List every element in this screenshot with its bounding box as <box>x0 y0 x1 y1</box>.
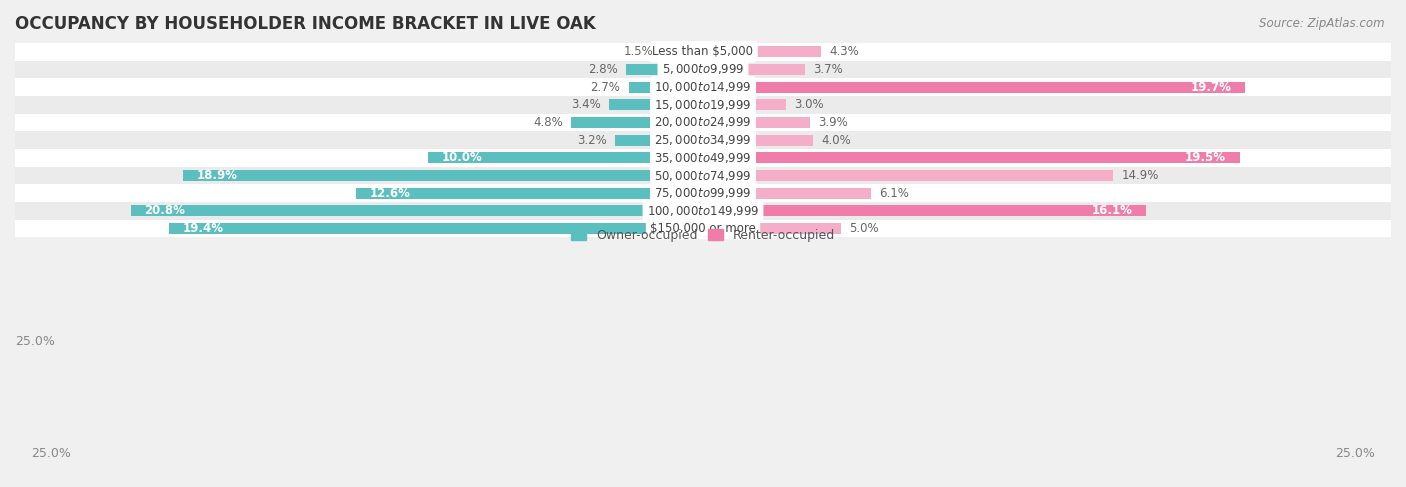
Text: 1.5%: 1.5% <box>624 45 654 58</box>
Text: $150,000 or more: $150,000 or more <box>650 222 756 235</box>
Bar <box>571 117 703 128</box>
Bar <box>703 82 1246 93</box>
Bar <box>703 206 1146 216</box>
Bar <box>15 113 1391 131</box>
Text: 14.9%: 14.9% <box>1122 169 1159 182</box>
Bar <box>183 170 703 181</box>
Text: $10,000 to $14,999: $10,000 to $14,999 <box>654 80 752 94</box>
Bar <box>15 149 1391 167</box>
Bar <box>703 152 1240 163</box>
Text: 19.7%: 19.7% <box>1191 81 1232 94</box>
Bar <box>703 117 810 128</box>
Text: $15,000 to $19,999: $15,000 to $19,999 <box>654 98 752 112</box>
Bar <box>15 185 1391 202</box>
Text: 20.8%: 20.8% <box>145 205 186 217</box>
Text: $5,000 to $9,999: $5,000 to $9,999 <box>662 62 744 76</box>
Text: Source: ZipAtlas.com: Source: ZipAtlas.com <box>1260 17 1385 30</box>
Text: 4.0%: 4.0% <box>821 133 851 147</box>
Bar <box>169 223 703 234</box>
Bar <box>15 202 1391 220</box>
Text: $35,000 to $49,999: $35,000 to $49,999 <box>654 151 752 165</box>
Bar <box>614 135 703 146</box>
Bar <box>628 82 703 93</box>
Bar <box>356 187 703 199</box>
Text: 18.9%: 18.9% <box>197 169 238 182</box>
Text: 10.0%: 10.0% <box>441 151 482 164</box>
Bar <box>15 131 1391 149</box>
Text: 3.9%: 3.9% <box>818 116 848 129</box>
Text: 4.8%: 4.8% <box>533 116 562 129</box>
Bar <box>15 60 1391 78</box>
Bar <box>131 206 703 216</box>
Text: Less than $5,000: Less than $5,000 <box>652 45 754 58</box>
Bar <box>609 99 703 110</box>
Text: 3.4%: 3.4% <box>571 98 602 112</box>
Text: 16.1%: 16.1% <box>1091 205 1132 217</box>
Text: 12.6%: 12.6% <box>370 187 411 200</box>
Text: $20,000 to $24,999: $20,000 to $24,999 <box>654 115 752 130</box>
Text: 3.7%: 3.7% <box>813 63 842 76</box>
Text: 6.1%: 6.1% <box>879 187 910 200</box>
Bar <box>427 152 703 163</box>
Text: 25.0%: 25.0% <box>1336 447 1375 460</box>
Text: $100,000 to $149,999: $100,000 to $149,999 <box>647 204 759 218</box>
Bar <box>703 99 786 110</box>
Text: 25.0%: 25.0% <box>15 335 55 348</box>
Text: 19.4%: 19.4% <box>183 222 224 235</box>
Bar <box>703 187 870 199</box>
Bar <box>15 43 1391 60</box>
Text: 19.5%: 19.5% <box>1185 151 1226 164</box>
Text: 25.0%: 25.0% <box>31 447 70 460</box>
Legend: Owner-occupied, Renter-occupied: Owner-occupied, Renter-occupied <box>567 224 839 247</box>
Text: 2.7%: 2.7% <box>591 81 620 94</box>
Bar <box>15 96 1391 113</box>
Bar <box>703 223 841 234</box>
Text: 2.8%: 2.8% <box>588 63 617 76</box>
Text: 4.3%: 4.3% <box>830 45 859 58</box>
Text: 3.0%: 3.0% <box>794 98 824 112</box>
Bar <box>15 78 1391 96</box>
Bar <box>15 220 1391 238</box>
Text: $50,000 to $74,999: $50,000 to $74,999 <box>654 169 752 183</box>
Bar <box>662 46 703 57</box>
Bar <box>703 135 813 146</box>
Text: $75,000 to $99,999: $75,000 to $99,999 <box>654 186 752 200</box>
Text: 3.2%: 3.2% <box>576 133 606 147</box>
Bar <box>703 170 1114 181</box>
Text: OCCUPANCY BY HOUSEHOLDER INCOME BRACKET IN LIVE OAK: OCCUPANCY BY HOUSEHOLDER INCOME BRACKET … <box>15 15 596 33</box>
Bar <box>703 46 821 57</box>
Text: $25,000 to $34,999: $25,000 to $34,999 <box>654 133 752 147</box>
Text: 5.0%: 5.0% <box>849 222 879 235</box>
Bar <box>626 64 703 75</box>
Bar <box>15 167 1391 185</box>
Bar <box>703 64 804 75</box>
